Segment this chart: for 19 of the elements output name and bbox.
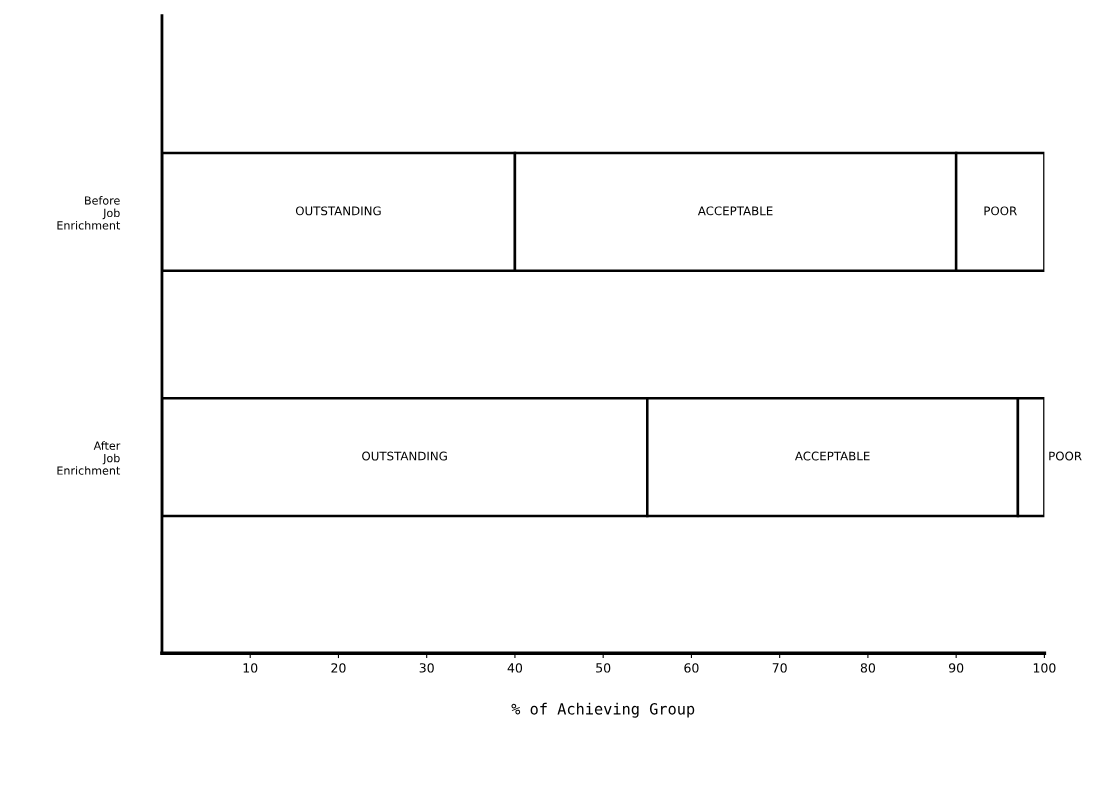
x-tick-label: 10: [243, 663, 258, 673]
x-axis-title: % of Achieving Group: [511, 702, 695, 718]
x-tick-label: 80: [860, 663, 876, 673]
x-tick-label: 20: [331, 663, 346, 673]
series-label: ACCEPTABLE: [794, 451, 870, 461]
x-tick-label: 100: [1033, 663, 1056, 673]
x-tick-label: 60: [684, 663, 699, 673]
x-tick-label: 40: [507, 663, 523, 673]
x-tick-label: 50: [596, 663, 611, 673]
x-tick-label: 70: [772, 663, 787, 673]
y-tick-label: After Job Enrichment: [57, 441, 121, 475]
text: ACCEPTABLE: [697, 206, 773, 216]
x-tick-label: 30: [419, 663, 434, 673]
x-tick-label: 90: [948, 663, 964, 673]
text: OUTSTANDING: [295, 206, 381, 216]
y-tick-label: Before Job Enrichment: [57, 196, 121, 230]
series-label: POOR: [1049, 451, 1082, 461]
series-label: OUTSTANDING: [362, 451, 447, 461]
text: POOR: [984, 206, 1017, 216]
